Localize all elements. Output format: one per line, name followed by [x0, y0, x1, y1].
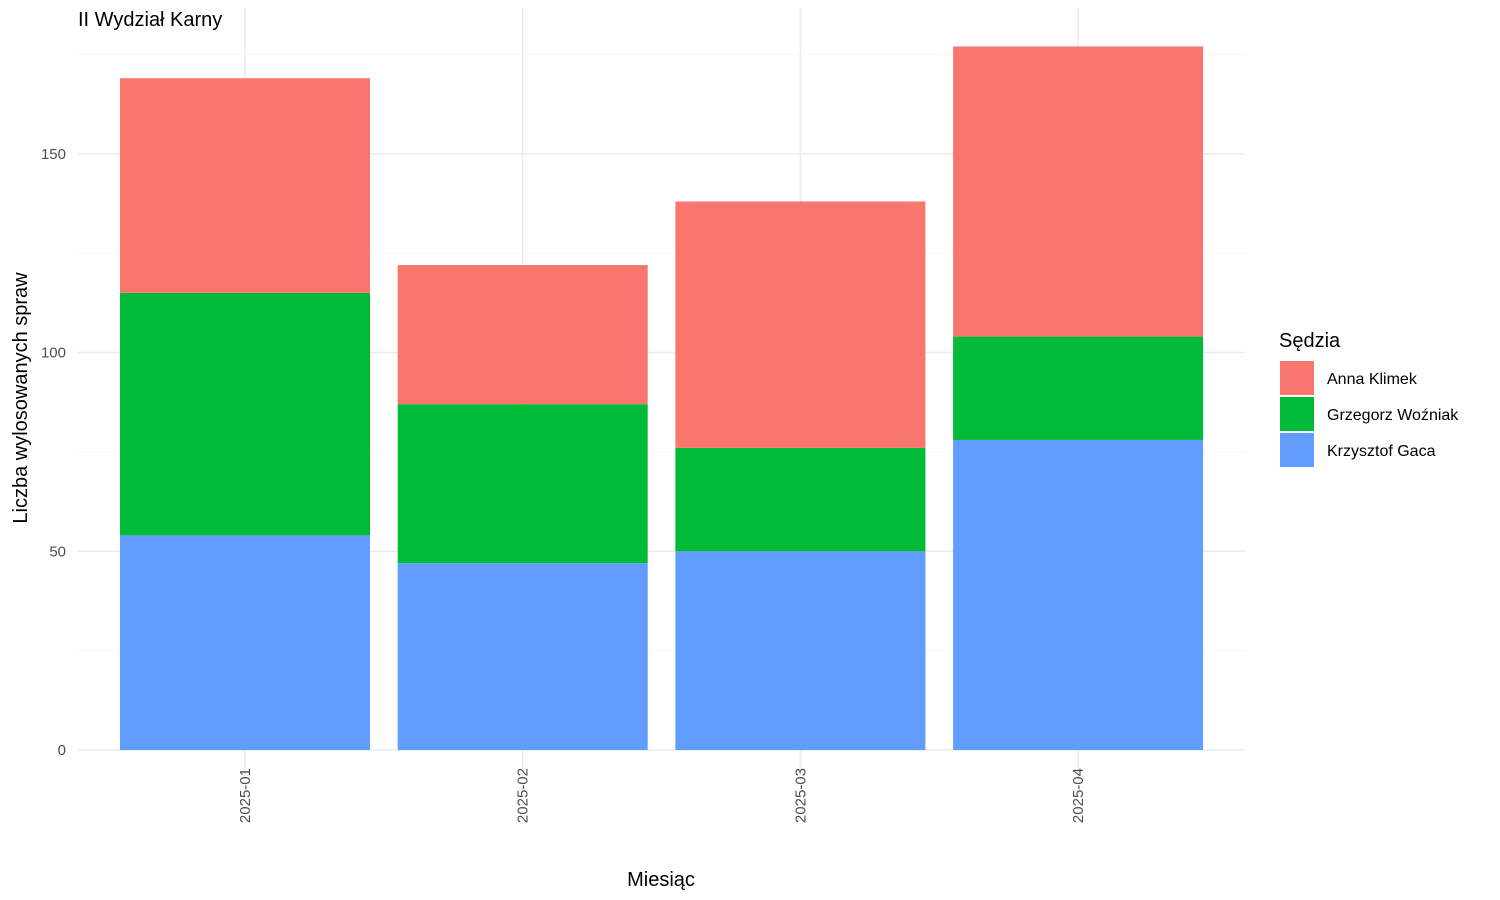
legend-swatch [1280, 361, 1314, 395]
legend-label: Krzysztof Gaca [1327, 443, 1436, 460]
bar-segment [397, 563, 648, 750]
legend-title: Sędzia [1279, 330, 1341, 352]
y-tick-label: 50 [49, 543, 66, 560]
legend: Sędzia Anna Klimek Grzegorz Woźniak Krzysz… [1279, 330, 1459, 467]
bars [120, 46, 1204, 750]
bar-segment [120, 292, 370, 536]
bar-segment [120, 78, 370, 293]
y-tick-labels: 0 50 100 150 [41, 146, 66, 759]
x-axis-title: Miesiąc [627, 869, 695, 891]
bar-segment [675, 201, 926, 448]
y-tick-label: 0 [58, 742, 66, 759]
bar-segment [675, 551, 926, 750]
legend-label: Anna Klimek [1327, 371, 1418, 388]
bar-segment [397, 265, 648, 405]
y-axis-title: Liczba wylosowanych spraw [10, 272, 32, 524]
x-tick-label: 2025-04 [1070, 768, 1087, 823]
bar-segment [953, 46, 1204, 337]
legend-swatch [1280, 433, 1314, 467]
legend-swatch [1280, 397, 1314, 431]
bar-segment [675, 447, 926, 552]
y-tick-label: 100 [41, 345, 66, 362]
x-tick-label: 2025-02 [515, 768, 532, 823]
bar-segment [120, 535, 370, 750]
bar-segment [953, 336, 1204, 440]
y-tick-label: 150 [41, 146, 66, 163]
chart-title: II Wydział Karny [78, 9, 222, 31]
x-tick-label: 2025-03 [792, 768, 809, 823]
bar-segment [397, 404, 648, 564]
x-tick-labels: 2025-01 2025-02 2025-03 2025-04 [237, 768, 1087, 823]
x-tick-label: 2025-01 [237, 768, 254, 823]
legend-label: Grzegorz Woźniak [1327, 407, 1459, 424]
bar-segment [953, 439, 1204, 750]
